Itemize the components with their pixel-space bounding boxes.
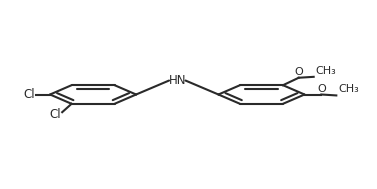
Text: Cl: Cl (50, 108, 61, 121)
Text: Cl: Cl (23, 88, 35, 101)
Text: O: O (317, 84, 326, 94)
Text: CH₃: CH₃ (338, 84, 359, 94)
Text: HN: HN (169, 74, 186, 87)
Text: O: O (294, 67, 303, 77)
Text: CH₃: CH₃ (316, 66, 336, 76)
